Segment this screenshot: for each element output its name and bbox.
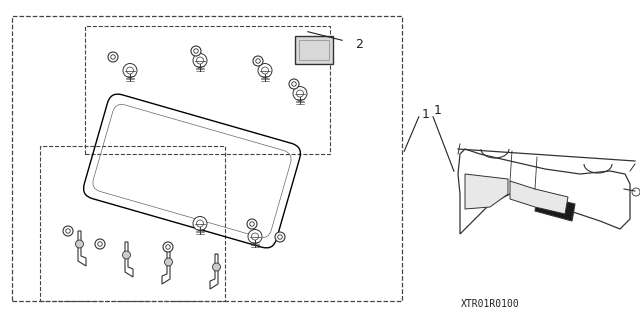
Polygon shape xyxy=(125,242,133,277)
Circle shape xyxy=(247,219,257,229)
Circle shape xyxy=(193,54,207,68)
Text: 1: 1 xyxy=(422,108,430,121)
Circle shape xyxy=(123,63,137,78)
Bar xyxy=(85,26,330,154)
Polygon shape xyxy=(535,195,575,221)
Circle shape xyxy=(248,229,262,243)
Circle shape xyxy=(122,251,131,259)
Circle shape xyxy=(191,46,201,56)
Circle shape xyxy=(163,242,173,252)
Bar xyxy=(40,146,225,301)
Circle shape xyxy=(275,232,285,242)
Circle shape xyxy=(193,217,207,231)
Circle shape xyxy=(253,56,263,66)
Bar xyxy=(12,16,402,301)
Text: 2: 2 xyxy=(355,38,363,50)
Circle shape xyxy=(632,188,640,196)
Circle shape xyxy=(63,226,73,236)
Polygon shape xyxy=(78,231,86,266)
Circle shape xyxy=(95,239,105,249)
Circle shape xyxy=(164,258,173,266)
Polygon shape xyxy=(458,149,630,234)
Circle shape xyxy=(289,79,299,89)
Circle shape xyxy=(76,240,83,248)
Polygon shape xyxy=(510,181,568,214)
Polygon shape xyxy=(162,249,170,284)
Text: 1: 1 xyxy=(434,105,442,117)
Circle shape xyxy=(108,52,118,62)
Circle shape xyxy=(212,263,221,271)
Bar xyxy=(295,36,333,64)
Polygon shape xyxy=(210,254,218,289)
Text: XTR01R0100: XTR01R0100 xyxy=(461,299,520,309)
Polygon shape xyxy=(465,174,508,209)
Circle shape xyxy=(293,86,307,100)
Circle shape xyxy=(258,63,272,78)
Bar xyxy=(299,40,329,60)
